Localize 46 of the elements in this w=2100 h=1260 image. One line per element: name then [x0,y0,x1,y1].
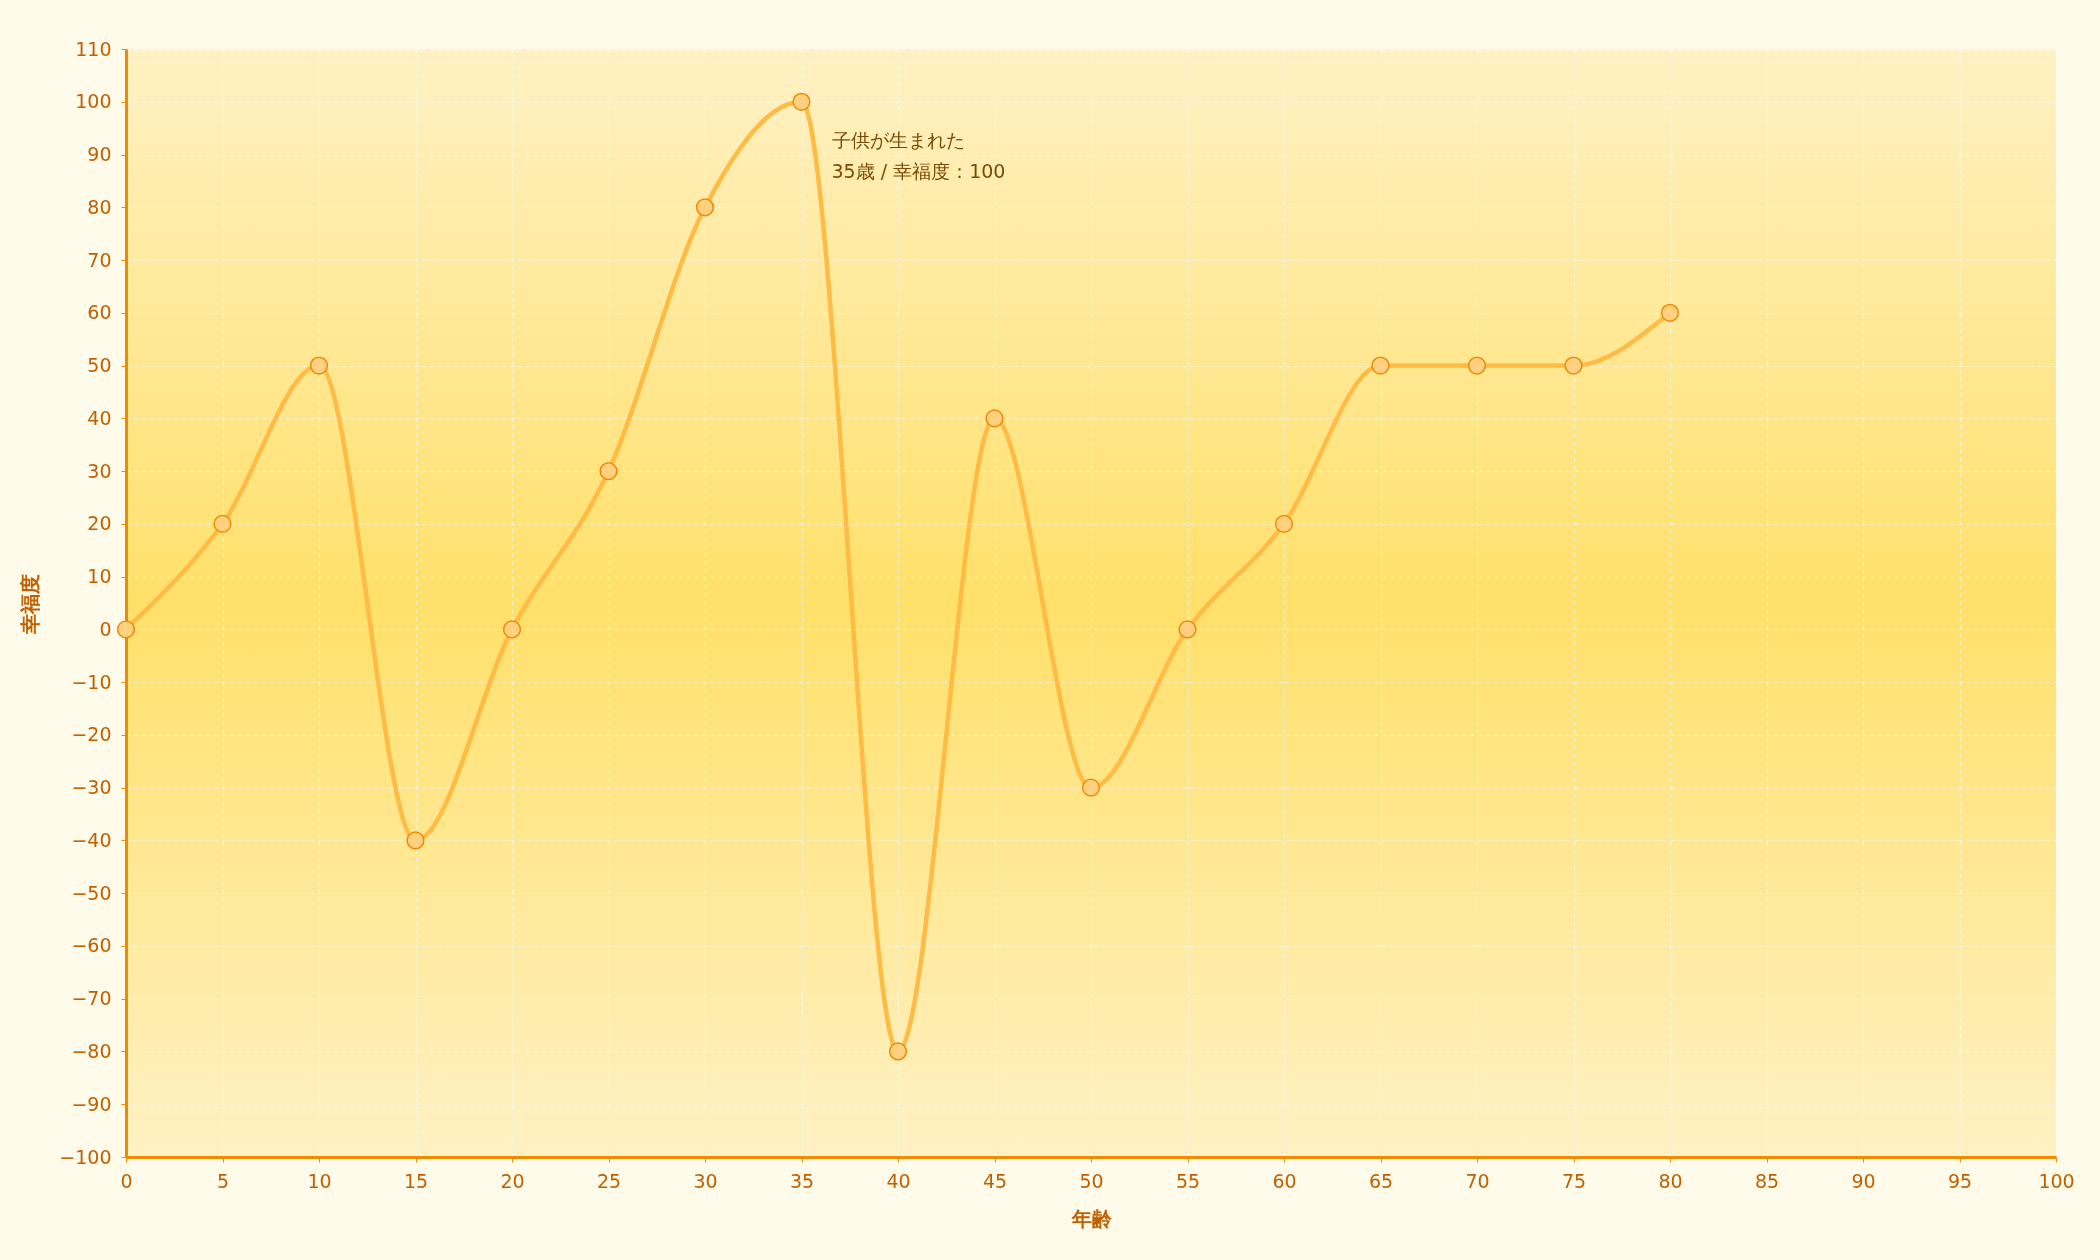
x-tick-label: 15 [403,1169,429,1192]
y-tick-label: 30 [87,459,112,482]
y-tick-label: 70 [87,248,112,271]
x-tick-label: 100 [2038,1169,2075,1192]
y-tick-label: −30 [71,776,112,799]
y-tick-label: −60 [71,934,112,957]
y-tick-label: 40 [87,406,112,429]
x-tick-label: 85 [1754,1169,1780,1192]
x-tick-label: 35 [789,1169,815,1192]
x-tick-label: 75 [1561,1169,1587,1192]
y-tick-label: −50 [71,881,112,904]
x-tick-label: 30 [693,1169,718,1192]
y-tick-label: −80 [71,1039,112,1062]
y-axis-title: 幸福度 [18,573,43,635]
y-tick-label: −40 [71,828,112,851]
x-tick-label: 70 [1465,1169,1490,1192]
x-tick-label: 20 [500,1169,525,1192]
x-tick-label: 90 [1851,1169,1876,1192]
y-tick-label: 0 [99,617,112,640]
y-tick-label: 50 [87,354,112,377]
x-tick-label: 80 [1658,1169,1683,1192]
x-tick-label: 60 [1272,1169,1297,1192]
x-axis-title: 年齢 [1070,1206,1113,1231]
y-tick-label: −10 [71,670,112,693]
y-tick-label: −90 [71,1092,112,1115]
y-tick-label: 110 [75,37,112,60]
x-tick-label: 45 [982,1169,1008,1192]
y-tick-label: 90 [87,143,112,166]
y-tick-label: −20 [71,723,112,746]
y-tick-label: −70 [71,987,112,1010]
x-tick-label: 25 [596,1169,622,1192]
y-tick-label: 20 [87,512,112,535]
y-tick-label: 60 [87,301,112,324]
x-tick-label: 10 [307,1169,332,1192]
x-tick-label: 55 [1175,1169,1201,1192]
x-tick-label: 95 [1947,1169,1973,1192]
y-tick-label: 10 [87,565,112,588]
x-tick-label: 0 [120,1169,133,1192]
x-tick-label: 5 [216,1169,230,1192]
y-tick-label: 100 [75,90,112,113]
x-tick-label: 50 [1079,1169,1104,1192]
y-tick-label: 80 [87,195,112,218]
annotation: 子供が生まれた 35歳 / 幸福度：100 [831,128,1006,182]
x-tick-label: 65 [1368,1169,1394,1192]
x-tick-label: 40 [886,1169,911,1192]
y-tick-label: −100 [59,1145,112,1168]
